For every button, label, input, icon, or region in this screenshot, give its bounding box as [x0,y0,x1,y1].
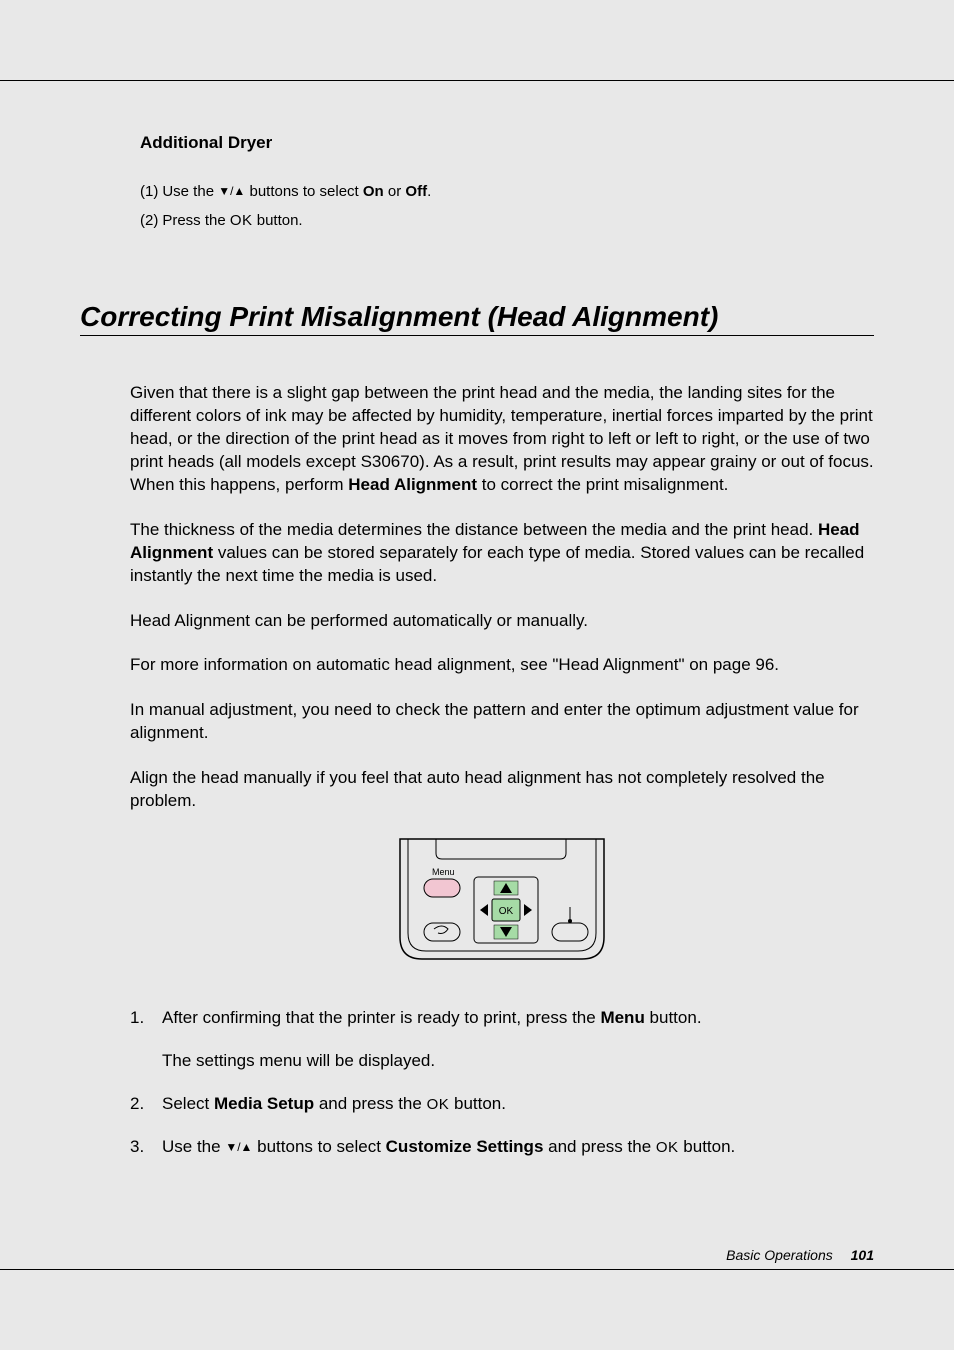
panel-menu-button-icon [424,879,460,897]
panel-ok-label: OK [499,906,514,917]
step-1-subtext: The settings menu will be displayed. [162,1050,874,1073]
paragraph-5: In manual adjustment, you need to check … [130,699,874,745]
panel-pause-button-icon [552,923,588,941]
substep-2: (2) Press the OK button. [140,212,874,229]
step-3-text: Use the ▼/▲ buttons to select Customize … [162,1136,735,1159]
down-up-arrows-icon: ▼/▲ [218,184,245,198]
ok-text-icon: OK [230,212,253,229]
step-1: 1. After confirming that the printer is … [130,1007,874,1030]
footer-section-label: Basic Operations [726,1247,833,1263]
substep-2-num: (2) [140,212,158,229]
step-2-num: 2. [130,1093,152,1116]
step-1-text: After confirming that the printer is rea… [162,1007,702,1030]
down-up-arrows-icon: ▼/▲ [225,1140,252,1154]
paragraph-6: Align the head manually if you feel that… [130,767,874,813]
paragraph-2: The thickness of the media determines th… [130,519,874,588]
step-1-num: 1. [130,1007,152,1030]
step-2: 2. Select Media Setup and press the OK b… [130,1093,874,1116]
substep-1-num: (1) [140,183,158,200]
substep-1: (1) Use the ▼/▲ buttons to select On or … [140,183,874,200]
substep-1-text: Use the ▼/▲ buttons to select On or Off. [162,183,431,200]
substep-2-text: Press the OK button. [162,212,302,229]
ok-text-icon: OK [427,1096,450,1113]
step-3-num: 3. [130,1136,152,1159]
control-panel-figure: Menu OK [130,837,874,967]
paragraph-1: Given that there is a slight gap between… [130,382,874,497]
ok-text-icon: OK [656,1139,679,1156]
page-footer: Basic Operations 101 [726,1247,874,1263]
sub-heading: Additional Dryer [140,133,874,153]
panel-menu-label: Menu [432,867,455,877]
footer-page-number: 101 [851,1247,874,1263]
step-3: 3. Use the ▼/▲ buttons to select Customi… [130,1136,874,1159]
paragraph-3: Head Alignment can be performed automati… [130,610,874,633]
paragraph-4: For more information on automatic head a… [130,654,874,677]
step-2-text: Select Media Setup and press the OK butt… [162,1093,506,1116]
section-heading: Correcting Print Misalignment (Head Alig… [80,301,874,336]
